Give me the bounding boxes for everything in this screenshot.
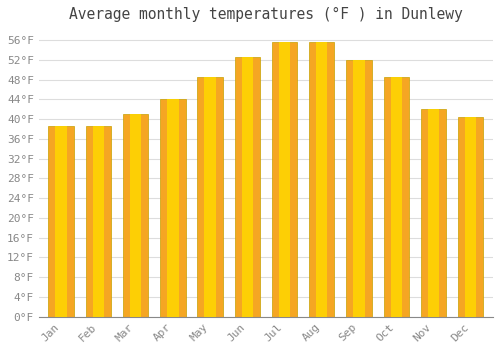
Bar [130, 114, 141, 317]
Bar [234, 57, 260, 317]
Bar [167, 99, 178, 317]
Bar [204, 77, 216, 317]
Bar [48, 126, 74, 317]
Bar [242, 57, 253, 317]
Bar [458, 117, 483, 317]
Bar [465, 117, 476, 317]
Title: Average monthly temperatures (°F ) in Dunlewy: Average monthly temperatures (°F ) in Du… [69, 7, 463, 22]
Bar [160, 99, 186, 317]
Bar [309, 42, 334, 317]
Bar [428, 109, 439, 317]
Bar [346, 60, 372, 317]
Bar [384, 77, 409, 317]
Bar [354, 60, 364, 317]
Bar [316, 42, 328, 317]
Bar [272, 42, 297, 317]
Bar [92, 126, 104, 317]
Bar [421, 109, 446, 317]
Bar [279, 42, 290, 317]
Bar [198, 77, 222, 317]
Bar [390, 77, 402, 317]
Bar [56, 126, 67, 317]
Bar [123, 114, 148, 317]
Bar [86, 126, 111, 317]
